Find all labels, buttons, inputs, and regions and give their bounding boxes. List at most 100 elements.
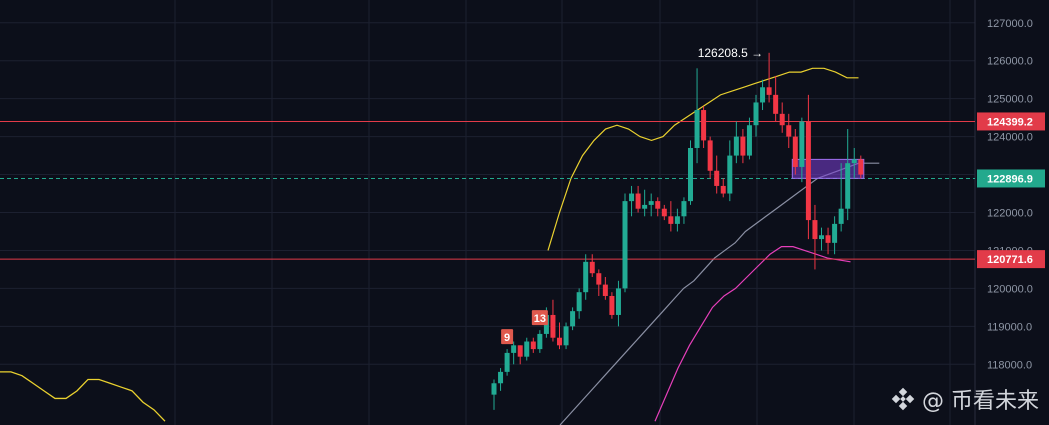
last-price-tag-bg — [977, 169, 1045, 188]
candle-body — [851, 159, 857, 164]
y-tick-label: 122000.0 — [987, 208, 1033, 220]
candle — [694, 68, 700, 164]
annotations: 126208.5 → 9 13 — [501, 46, 763, 345]
candle — [838, 163, 844, 232]
candle — [688, 140, 693, 205]
candle — [524, 337, 530, 361]
candle — [589, 254, 595, 278]
price-line-tag-bg — [977, 250, 1045, 269]
candle-body — [845, 163, 851, 209]
watermark: @ 币看未来 — [890, 383, 1039, 415]
y-tick-label: 120000.0 — [987, 283, 1033, 295]
y-tick-label: 125000.0 — [987, 94, 1033, 106]
candle-body — [786, 125, 792, 137]
candle-body — [838, 208, 844, 224]
candle — [609, 292, 615, 319]
candle — [766, 52, 772, 103]
candle — [570, 307, 576, 331]
candle — [727, 140, 733, 202]
candle — [779, 102, 785, 133]
candle-body — [668, 216, 674, 224]
candle-body — [498, 371, 504, 384]
candle — [845, 129, 851, 221]
candle-body — [858, 159, 864, 175]
price-line-tag: 124399.2 — [987, 116, 1033, 128]
candle — [786, 113, 792, 148]
candle-body — [530, 341, 536, 350]
candle-body — [635, 193, 641, 209]
y-tick-label: 127000.0 — [987, 18, 1033, 30]
candle — [537, 330, 543, 353]
candle-body — [694, 110, 700, 148]
candle-body — [727, 155, 733, 194]
candle — [491, 379, 497, 410]
candle-body — [688, 147, 693, 202]
candle — [740, 129, 746, 164]
candle — [792, 129, 798, 175]
candle — [615, 280, 621, 327]
candle — [583, 254, 589, 300]
peak-label: 126208.5 → — [698, 46, 763, 60]
candle — [832, 216, 838, 255]
candle — [812, 204, 818, 270]
y-tick-label: 124000.0 — [987, 132, 1033, 144]
candle — [517, 345, 523, 365]
diamond-logo-icon — [891, 387, 915, 411]
candle-body — [714, 170, 720, 186]
candle-body — [576, 292, 582, 312]
marker-label: 13 — [534, 313, 546, 325]
candle-body — [812, 220, 818, 240]
y-tick-label: 126000.0 — [987, 56, 1033, 68]
candle — [622, 193, 628, 293]
candle — [773, 75, 779, 122]
candle-body — [596, 273, 602, 285]
candle-body — [707, 140, 713, 171]
candle-body — [766, 87, 772, 95]
last-price-tag: 122896.9 — [987, 173, 1033, 185]
candle-body — [537, 333, 543, 350]
candle — [733, 121, 739, 164]
candle-body — [642, 204, 648, 209]
marker-badge — [501, 329, 514, 345]
candle-body — [720, 185, 726, 194]
candle — [714, 155, 720, 194]
candle-body — [504, 352, 510, 372]
candle — [596, 269, 602, 296]
candles — [491, 52, 864, 410]
candle-body — [805, 121, 811, 221]
lower-band-line — [654, 246, 851, 422]
candle-body — [760, 87, 766, 103]
y-tick-label: 119000.0 — [987, 321, 1032, 333]
candle — [707, 136, 713, 179]
y-axis: 118000.0119000.0120000.0121000.0122000.0… — [977, 18, 1045, 371]
candle — [720, 178, 726, 198]
candle — [760, 79, 766, 111]
candle-body — [602, 284, 608, 296]
candle — [661, 204, 667, 221]
candle-body — [589, 261, 595, 274]
candle-body — [629, 193, 635, 202]
candle-body — [740, 136, 746, 156]
candle — [563, 322, 569, 350]
candle-body — [583, 261, 589, 293]
candle — [746, 117, 752, 160]
candle — [701, 106, 707, 148]
candle-body — [825, 235, 831, 243]
candle — [681, 197, 687, 224]
candle — [642, 189, 648, 217]
candle-body — [622, 201, 628, 289]
candle-body — [681, 201, 687, 217]
candle — [602, 277, 608, 300]
candle — [530, 337, 536, 353]
candle — [635, 185, 641, 213]
candle-body — [563, 326, 569, 346]
candle-body — [648, 201, 654, 205]
candle — [498, 368, 504, 391]
candle — [655, 197, 661, 217]
candle-body — [524, 341, 530, 357]
candle-body — [517, 345, 523, 357]
marker-badge — [531, 310, 548, 326]
side-line — [0, 371, 166, 422]
candle-body — [832, 223, 838, 243]
